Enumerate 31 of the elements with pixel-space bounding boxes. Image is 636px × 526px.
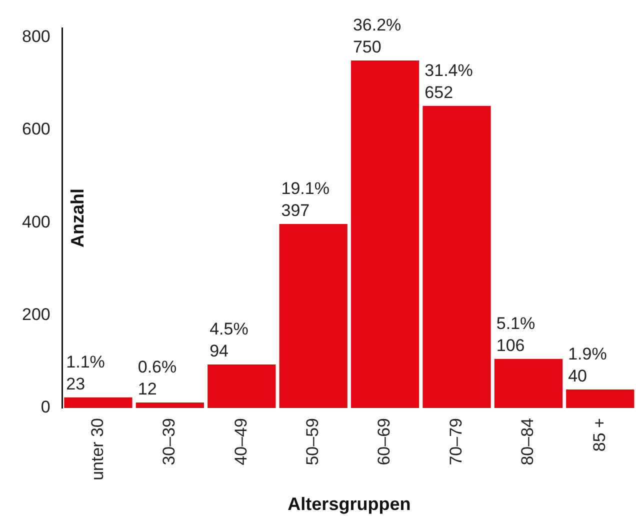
x-tick-label: 85 + bbox=[590, 418, 609, 452]
y-axis-title: Anzahl bbox=[67, 188, 88, 248]
data-label: 4.5% 94 bbox=[210, 319, 248, 360]
bar bbox=[208, 364, 276, 408]
x-tick-label: 80–84 bbox=[518, 418, 538, 466]
bar bbox=[350, 60, 420, 408]
x-tick-label: 30–39 bbox=[160, 418, 179, 466]
x-tick-label: 60–69 bbox=[374, 418, 394, 466]
y-tick-label: 600 bbox=[22, 120, 50, 139]
x-tick-label: 50–59 bbox=[303, 418, 322, 466]
bar bbox=[422, 106, 491, 408]
y-tick-label: 400 bbox=[22, 212, 50, 232]
data-label: 19.1% 397 bbox=[281, 179, 330, 220]
bar bbox=[494, 358, 563, 408]
bar bbox=[64, 397, 132, 408]
data-label: 36.2% 750 bbox=[352, 15, 402, 56]
y-tick-label: 200 bbox=[22, 305, 50, 324]
data-label: 1.1% 23 bbox=[66, 352, 105, 394]
bar bbox=[136, 402, 204, 408]
x-tick-label: 70–79 bbox=[446, 418, 466, 466]
y-tick-label: 800 bbox=[22, 26, 50, 46]
y-tick-label: 0 bbox=[40, 398, 50, 417]
data-label: 1.9% 40 bbox=[568, 344, 607, 386]
x-tick-label: 40–49 bbox=[231, 418, 250, 466]
bar bbox=[279, 224, 348, 408]
data-label: 31.4% 652 bbox=[424, 60, 473, 102]
data-label: 5.1% 106 bbox=[496, 314, 536, 355]
bar bbox=[566, 389, 634, 408]
data-label: 0.6% 12 bbox=[138, 357, 177, 398]
x-tick-label: unter 30 bbox=[88, 418, 107, 480]
x-axis-title: Altersgruppen bbox=[288, 494, 411, 514]
